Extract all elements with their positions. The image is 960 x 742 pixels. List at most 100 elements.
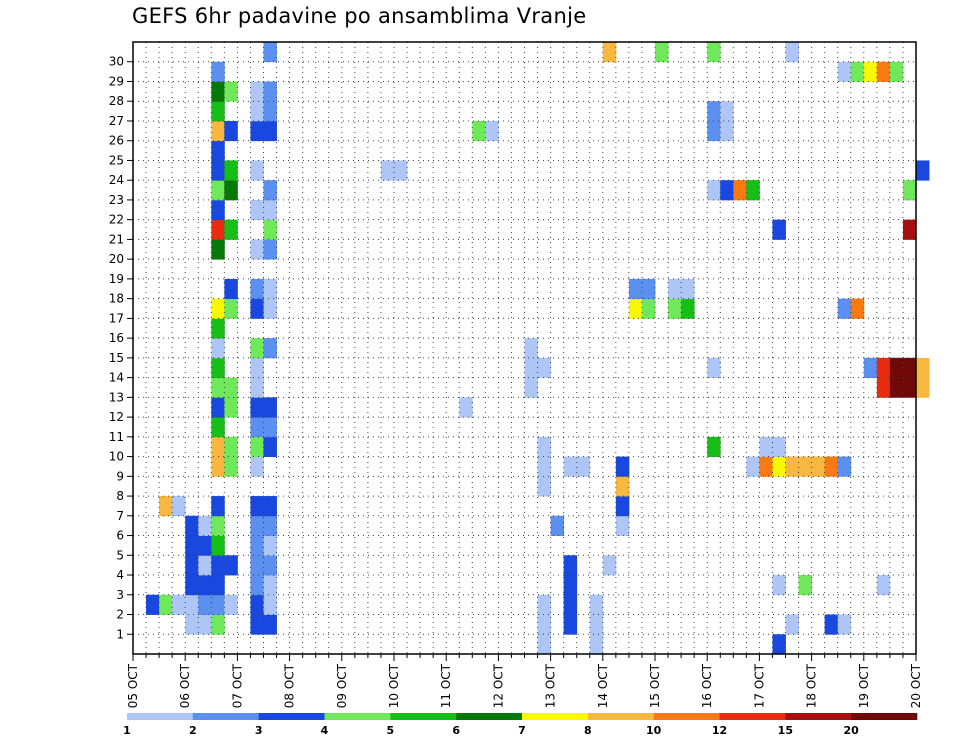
heatmap-cell bbox=[263, 42, 277, 63]
heatmap-cell bbox=[185, 515, 199, 536]
heatmap-cell bbox=[198, 535, 212, 556]
heatmap-cell bbox=[185, 555, 199, 576]
heatmap-cell bbox=[850, 61, 865, 82]
y-tick-label: 5 bbox=[116, 548, 124, 562]
heatmap-cell bbox=[211, 120, 225, 142]
heatmap-cell bbox=[211, 101, 225, 122]
heatmap-cell bbox=[250, 377, 264, 398]
heatmap-cell bbox=[798, 575, 812, 596]
y-tick-label: 6 bbox=[116, 529, 124, 543]
heatmap-cell bbox=[263, 180, 277, 201]
heatmap-cell bbox=[211, 318, 225, 339]
heatmap-cell bbox=[250, 515, 264, 536]
y-tick-label: 17 bbox=[109, 311, 124, 325]
heatmap-cell bbox=[837, 61, 852, 82]
y-tick-label: 14 bbox=[109, 371, 124, 385]
y-tick-label: 8 bbox=[116, 489, 124, 503]
legend-label: 2 bbox=[189, 724, 197, 737]
heatmap-cell bbox=[250, 239, 264, 260]
heatmap-cell bbox=[681, 298, 695, 319]
heatmap-cell bbox=[224, 278, 238, 300]
y-tick-label: 29 bbox=[109, 74, 124, 88]
heatmap-cell bbox=[589, 634, 604, 655]
heatmap-cell bbox=[263, 278, 277, 300]
y-tick-label: 1 bbox=[116, 627, 124, 641]
heatmap-cell bbox=[707, 357, 721, 379]
grid-lines bbox=[133, 42, 916, 654]
heatmap-cell bbox=[524, 377, 538, 398]
heatmap-cell bbox=[211, 160, 225, 181]
x-tick-label: 16 OCT bbox=[700, 663, 714, 708]
heatmap-cell bbox=[707, 120, 721, 142]
heatmap-cell bbox=[537, 436, 551, 457]
heatmap-cell bbox=[876, 357, 891, 379]
y-tick-label: 9 bbox=[116, 469, 124, 483]
heatmap-cell bbox=[250, 298, 264, 319]
heatmap-cell bbox=[263, 436, 277, 457]
heatmap-cell bbox=[615, 476, 630, 497]
y-tick-label: 30 bbox=[109, 55, 124, 69]
heatmap-cell bbox=[537, 594, 551, 615]
heatmap-cell bbox=[211, 417, 225, 438]
heatmap-cell bbox=[394, 160, 408, 181]
y-tick-label: 13 bbox=[109, 390, 124, 404]
heatmap-cells bbox=[146, 42, 930, 655]
heatmap-cell bbox=[250, 614, 264, 635]
heatmap-cell bbox=[211, 199, 225, 221]
heatmap-cell bbox=[211, 219, 225, 240]
heatmap-cell bbox=[250, 594, 264, 615]
heatmap-cell bbox=[211, 239, 225, 260]
legend-swatch bbox=[653, 713, 720, 720]
heatmap-cell bbox=[211, 456, 225, 477]
heatmap-cell bbox=[263, 397, 277, 418]
heatmap-cell bbox=[250, 436, 264, 457]
legend-swatch bbox=[522, 713, 589, 720]
y-tick-label: 21 bbox=[109, 232, 124, 246]
heatmap-cell bbox=[250, 338, 264, 359]
heatmap-cell bbox=[837, 456, 852, 477]
heatmap-cell bbox=[589, 614, 604, 635]
x-tick-label: 05 OCT bbox=[126, 663, 140, 708]
legend-label: 15 bbox=[778, 724, 793, 737]
heatmap-cell bbox=[263, 515, 277, 536]
heatmap-cell bbox=[668, 298, 682, 319]
heatmap-cell bbox=[224, 120, 238, 142]
x-tick-label: 15 OCT bbox=[648, 663, 662, 708]
heatmap-cell bbox=[198, 555, 212, 576]
legend-label: 12 bbox=[712, 724, 727, 737]
heatmap-cell bbox=[524, 357, 538, 379]
heatmap-cell bbox=[185, 575, 199, 596]
heatmap-cell bbox=[159, 594, 173, 615]
heatmap-cell bbox=[263, 239, 277, 260]
heatmap-cell bbox=[916, 357, 930, 379]
heatmap-cell bbox=[798, 456, 812, 477]
heatmap-cell bbox=[211, 357, 225, 379]
x-tick-label: 20 OCT bbox=[909, 663, 923, 708]
heatmap-cell bbox=[863, 357, 878, 379]
y-tick-label: 15 bbox=[109, 351, 124, 365]
legend-swatch bbox=[851, 713, 918, 720]
heatmap-cell bbox=[876, 377, 891, 398]
heatmap-cell bbox=[211, 180, 225, 201]
heatmap-cell bbox=[380, 160, 395, 181]
heatmap-cell bbox=[733, 180, 747, 201]
heatmap-cell bbox=[876, 61, 891, 82]
legend-swatch bbox=[192, 713, 259, 720]
heatmap-cell bbox=[250, 278, 264, 300]
legend-swatch bbox=[324, 713, 391, 720]
y-tick-label: 27 bbox=[109, 114, 124, 128]
y-tick-label: 7 bbox=[116, 509, 124, 523]
legend-label: 20 bbox=[844, 724, 860, 737]
heatmap-cell bbox=[185, 614, 199, 635]
heatmap-cell bbox=[850, 298, 865, 319]
heatmap-cell bbox=[211, 81, 225, 102]
heatmap-cell bbox=[707, 180, 721, 201]
heatmap-cell bbox=[785, 42, 799, 63]
heatmap-cell bbox=[250, 120, 264, 142]
heatmap-cell bbox=[720, 120, 734, 142]
heatmap-cell bbox=[224, 397, 238, 418]
heatmap-cell bbox=[746, 180, 760, 201]
heatmap-cell bbox=[250, 456, 264, 477]
heatmap-cell bbox=[563, 614, 578, 635]
heatmap-cell bbox=[224, 219, 238, 240]
